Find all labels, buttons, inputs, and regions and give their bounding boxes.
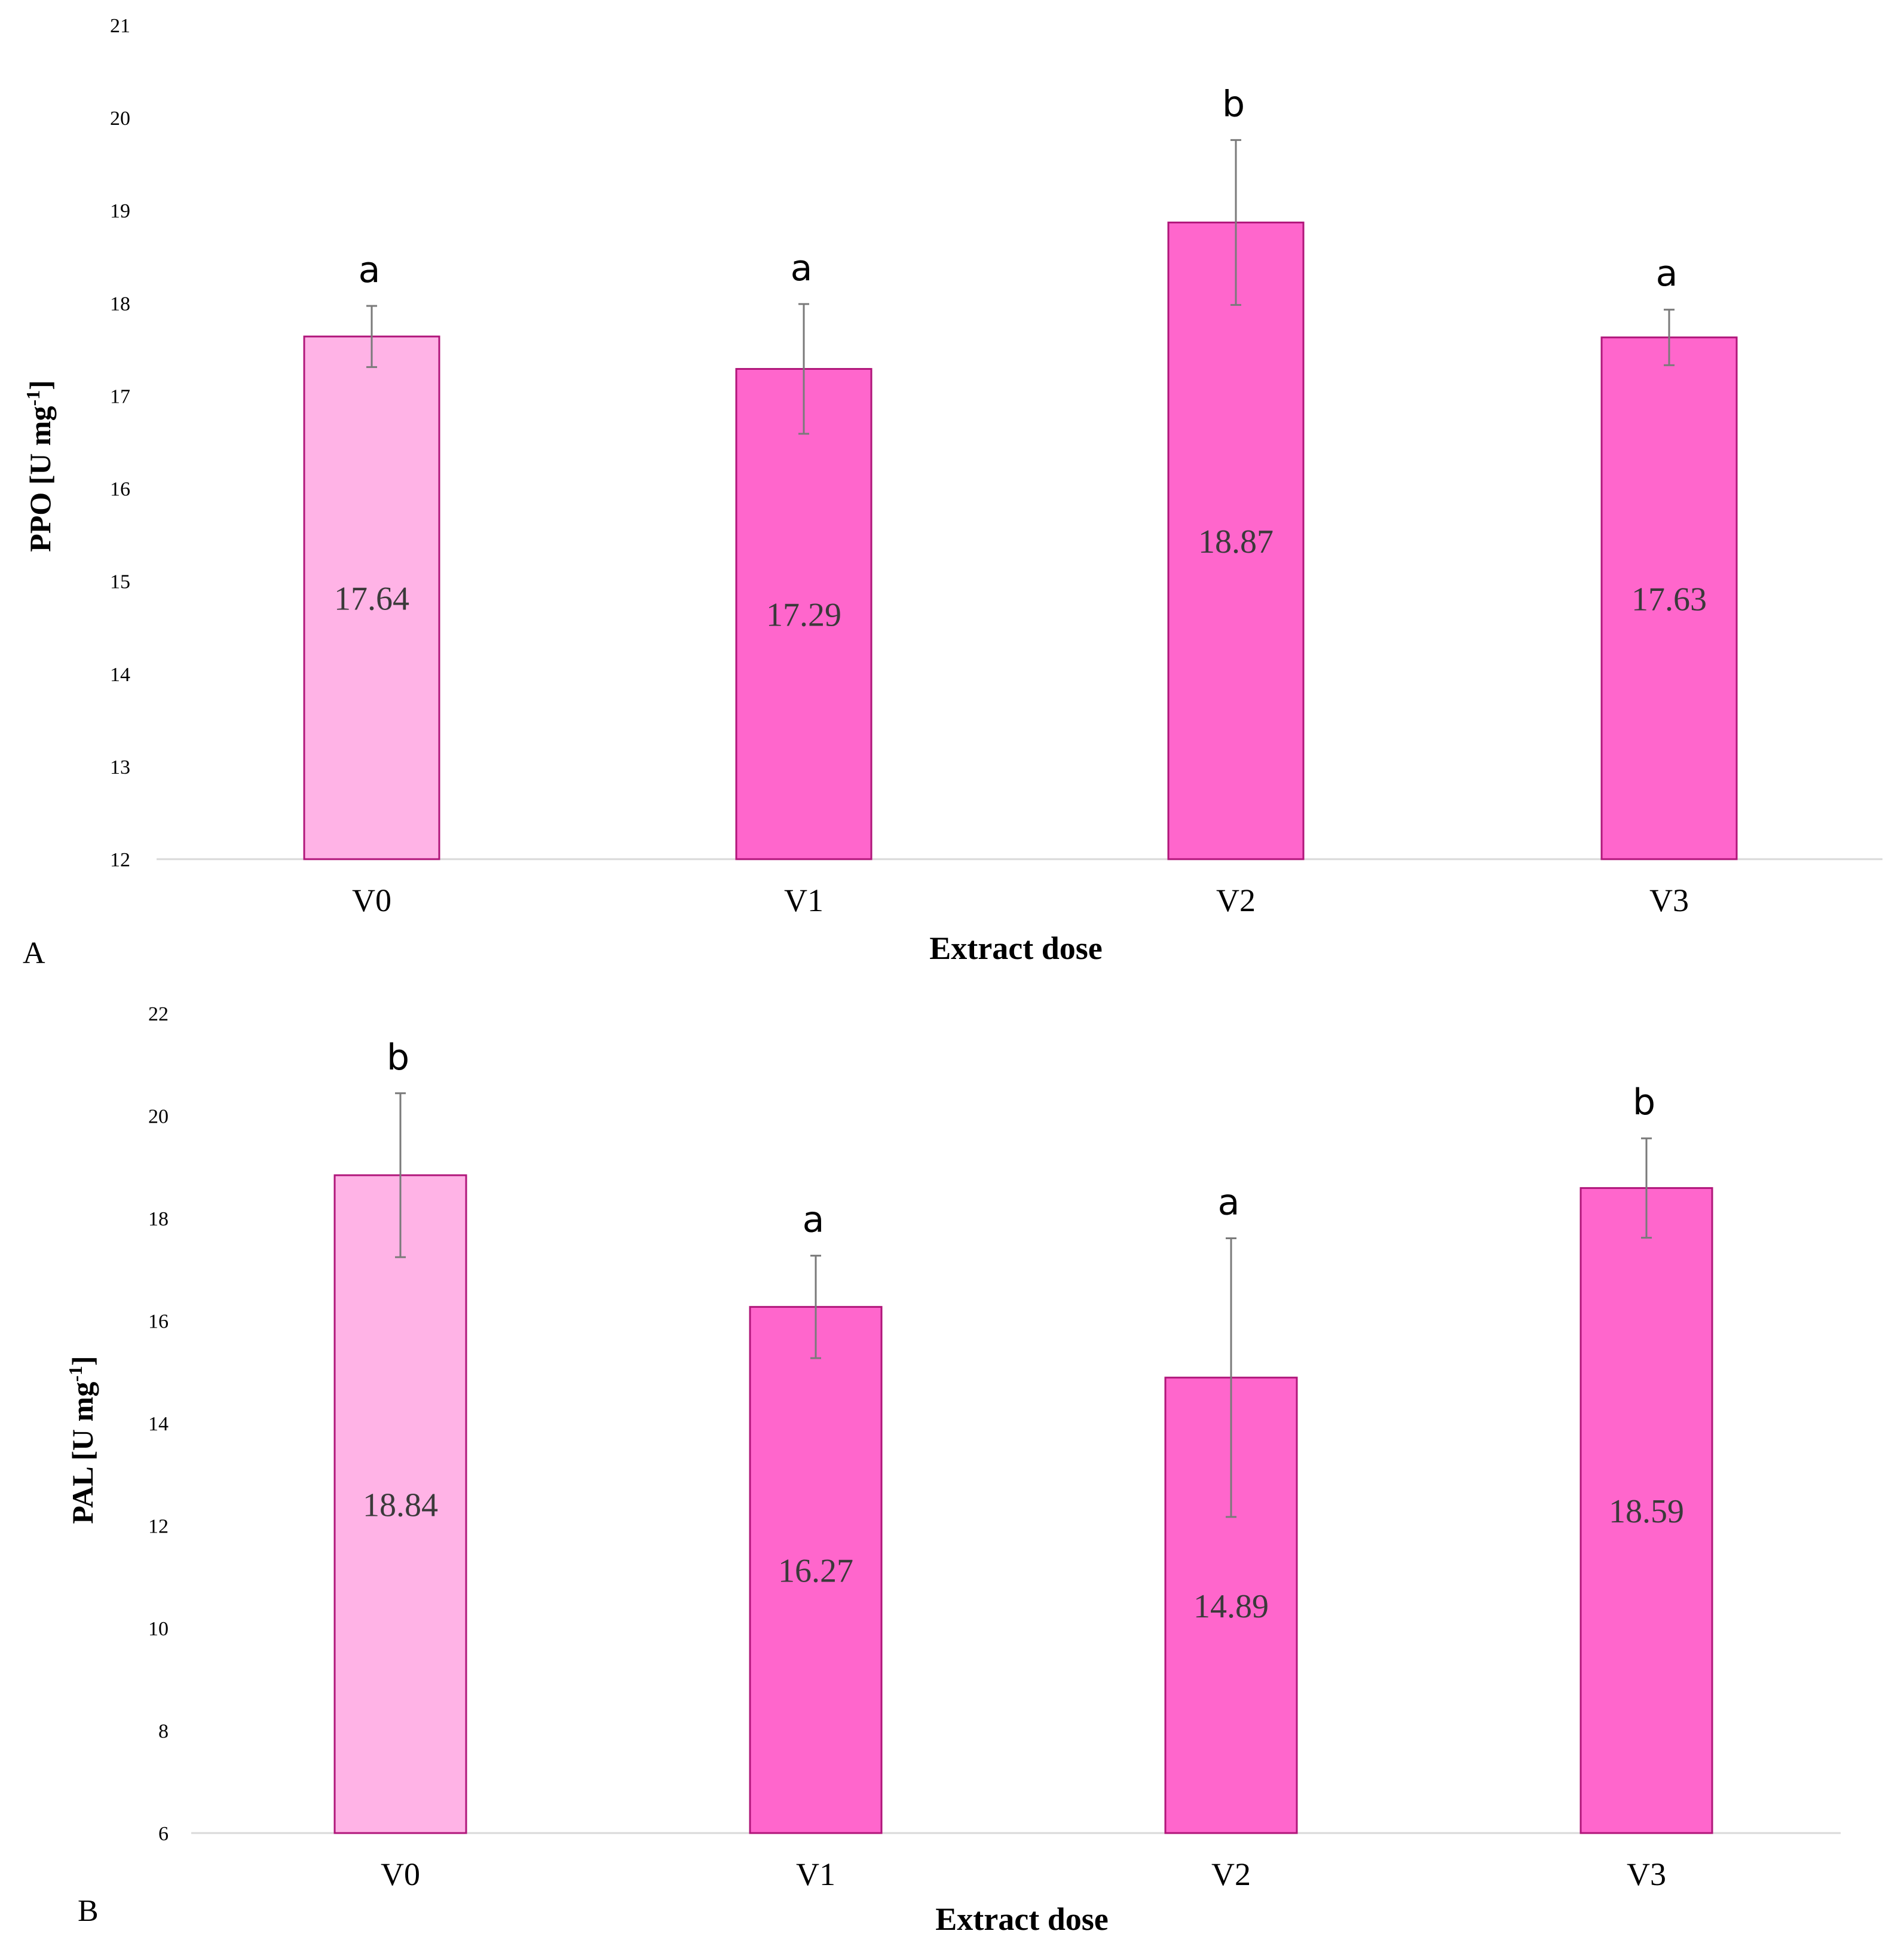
- y-tick-label-a-9: 21: [110, 15, 130, 37]
- significance-label-b-2: a: [1218, 1181, 1240, 1223]
- data-label-a-0: 17.64: [334, 581, 409, 618]
- x-tick-label-a-3: V3: [1649, 882, 1689, 918]
- y-tick-label-b-4: 14: [148, 1413, 169, 1435]
- significance-label-b-1: a: [803, 1199, 825, 1241]
- x-tick-label-a-0: V0: [352, 882, 391, 918]
- panel-label-b: B: [78, 1894, 99, 1928]
- y-tick-label-a-6: 18: [110, 293, 130, 315]
- y-tick-label-a-2: 14: [110, 664, 130, 686]
- significance-label-a-0: a: [359, 249, 381, 291]
- x-axis-label-a: Extract dose: [929, 930, 1102, 966]
- y-tick-label-a-8: 20: [110, 108, 130, 130]
- bar-a-v2: [1167, 221, 1305, 860]
- data-label-a-3: 17.63: [1631, 581, 1707, 618]
- x-tick-label-b-0: V0: [381, 1856, 420, 1892]
- data-label-b-3: 18.59: [1609, 1493, 1684, 1530]
- data-label-b-1: 16.27: [778, 1553, 853, 1590]
- bar-b-v1: [749, 1305, 883, 1834]
- significance-label-a-2: b: [1222, 83, 1245, 125]
- y-tick-label-a-1: 13: [110, 756, 130, 779]
- data-label-b-0: 18.84: [363, 1487, 438, 1524]
- x-tick-label-a-2: V2: [1216, 882, 1256, 918]
- bar-b-v3: [1579, 1187, 1713, 1834]
- y-tick-label-b-8: 22: [148, 1003, 169, 1025]
- chart-panel-b: PAL [U mg-1] Extract dose B 6 8 10 12 14 16 18…: [65, 1003, 1841, 1937]
- y-tick-label-b-2: 10: [148, 1618, 169, 1640]
- x-tick-label-b-1: V1: [796, 1856, 835, 1892]
- bar-a-v1: [735, 367, 873, 860]
- y-tick-label-a-7: 19: [110, 200, 130, 222]
- x-tick-label-b-3: V3: [1627, 1856, 1666, 1892]
- data-label-a-2: 18.87: [1198, 523, 1274, 560]
- y-tick-label-a-3: 15: [110, 571, 130, 593]
- y-tick-label-b-6: 18: [148, 1208, 169, 1230]
- y-tick-label-b-0: 6: [158, 1823, 169, 1845]
- bar-a-v0: [303, 335, 440, 860]
- y-axis-label-b: PAL [U mg-1]: [65, 1356, 99, 1524]
- data-label-b-2: 14.89: [1193, 1588, 1269, 1625]
- y-tick-label-b-7: 20: [148, 1106, 169, 1128]
- bar-b-v0: [333, 1174, 467, 1834]
- y-tick-label-a-4: 16: [110, 479, 130, 501]
- x-tick-label-b-2: V2: [1211, 1856, 1251, 1892]
- y-tick-label-b-1: 8: [158, 1721, 169, 1743]
- data-label-a-1: 17.29: [766, 597, 841, 634]
- significance-label-a-1: a: [791, 247, 813, 289]
- y-tick-label-b-3: 12: [148, 1516, 169, 1538]
- significance-label-b-0: b: [387, 1037, 409, 1078]
- y-axis-label-a: PPO [U mg-1]: [22, 380, 57, 552]
- chart-panel-a: PPO [U mg-1] Extract dose A 12 13 14 15 16 17…: [22, 15, 1882, 970]
- bar-a-v3: [1600, 336, 1738, 860]
- x-tick-label-a-1: V1: [784, 882, 824, 918]
- significance-label-b-3: b: [1633, 1081, 1655, 1123]
- panel-label-a: A: [23, 936, 45, 970]
- x-axis-label-b: Extract dose: [935, 1901, 1108, 1937]
- y-tick-label-a-0: 12: [110, 849, 130, 871]
- y-tick-label-a-5: 17: [110, 385, 130, 407]
- significance-label-a-3: a: [1656, 253, 1678, 295]
- y-tick-label-b-5: 16: [148, 1311, 169, 1333]
